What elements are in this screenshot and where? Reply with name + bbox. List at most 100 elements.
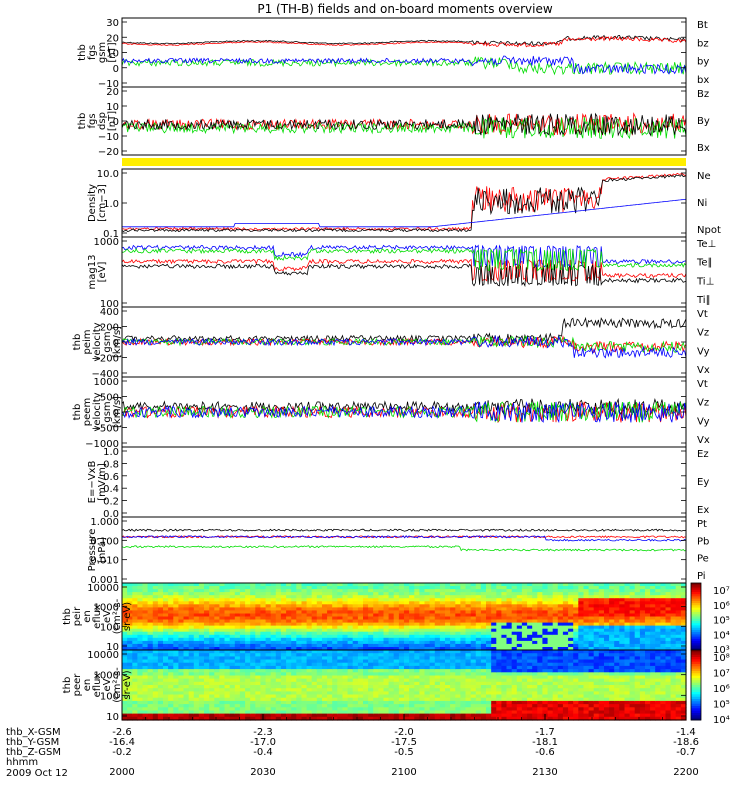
spectrogram-cell (655, 694, 661, 699)
spectrogram-cell (568, 607, 574, 611)
spectrogram-cell (629, 589, 636, 593)
spectrogram-cell (496, 662, 502, 667)
spectrogram-cell (229, 675, 236, 680)
spectrogram-cell (209, 586, 215, 590)
spectrogram-cell (132, 675, 138, 680)
spectrogram-cell (245, 688, 251, 692)
spectrogram-cell (301, 598, 308, 602)
spectrogram-cell (532, 640, 538, 645)
spectrogram-cell (178, 681, 185, 686)
spectrogram-cell (291, 589, 297, 593)
spectrogram-cell (127, 672, 133, 677)
spectrogram-cell (480, 631, 487, 636)
spectrogram-cell (342, 622, 349, 627)
spectrogram-cell (275, 607, 282, 611)
spectrogram-cell (511, 691, 518, 696)
spectrogram-cell (316, 604, 323, 608)
spectrogram-cell (204, 704, 210, 708)
spectrogram-cell (198, 610, 205, 614)
spectrogram-cell (270, 697, 277, 702)
spectrogram-cell (619, 707, 625, 712)
spectrogram-cell (491, 681, 497, 686)
spectrogram-cell (178, 653, 185, 657)
spectrogram-cell (583, 647, 590, 651)
spectrogram-cell (239, 604, 246, 608)
spectrogram-cell (157, 691, 164, 696)
spectrogram-cell (352, 607, 359, 611)
spectrogram-cell (270, 622, 277, 627)
spectrogram-cell (224, 656, 231, 661)
spectrogram-cell (188, 598, 195, 602)
spectrogram-cell (527, 713, 533, 718)
spectrogram-cell (588, 697, 595, 702)
spectrogram-cell (234, 619, 241, 624)
spectrogram-cell (670, 637, 677, 642)
spectrogram-cell (624, 647, 631, 651)
spectrogram-cell (486, 628, 492, 633)
spectrogram-cell (209, 713, 215, 718)
spectrogram-cell (347, 634, 354, 639)
spectrogram-cell (424, 637, 431, 642)
spectrogram-cell (398, 619, 405, 624)
spectrogram-cell (557, 586, 564, 590)
spectrogram-cell (419, 694, 426, 699)
spectrogram-cell (152, 688, 159, 692)
spectrogram-cell (609, 688, 615, 692)
spectrogram-cell (342, 628, 349, 633)
spectrogram-cell (296, 631, 302, 636)
spectrogram-cell (645, 707, 651, 712)
series-line-Vy (121, 335, 687, 353)
spectrogram-cell (368, 650, 374, 654)
spectrogram-cell (173, 713, 179, 718)
colorbar-segment (691, 598, 701, 602)
spectrogram-cell (132, 681, 138, 686)
spectrogram-cell (219, 662, 226, 667)
spectrogram-cell (527, 598, 533, 602)
spectrogram-cell (193, 647, 200, 651)
spectrogram-cell (404, 604, 410, 608)
spectrogram-cell (378, 697, 385, 702)
spectrogram-cell (337, 681, 343, 686)
spectrogram-cell (634, 625, 641, 630)
spectrogram-cell (122, 628, 128, 633)
spectrogram-cell (557, 595, 564, 599)
spectrogram-cell (511, 713, 518, 718)
spectrogram-cell (496, 640, 502, 645)
spectrogram-cell (609, 625, 615, 630)
spectrogram-cell (301, 665, 308, 670)
spectrogram-cell (322, 643, 328, 648)
spectrogram-cell (265, 622, 272, 627)
spectrogram-cell (296, 607, 302, 611)
spectrogram-cell (327, 662, 333, 667)
spectrogram-cell (409, 637, 415, 642)
spectrogram-cell (450, 669, 456, 673)
spectrogram-cell (214, 659, 220, 664)
spectrogram-cell (265, 653, 272, 657)
spectrogram-cell (122, 678, 128, 683)
spectrogram-cell (593, 613, 600, 618)
spectrogram-cell (368, 616, 374, 621)
spectrogram-cell (316, 616, 323, 621)
spectrogram-cell (624, 694, 631, 699)
spectrogram-cell (357, 601, 364, 605)
spectrogram-cell (255, 589, 261, 593)
spectrogram-cell (173, 601, 179, 605)
series-line-Vt (121, 397, 687, 416)
spectrogram-cell (660, 643, 667, 648)
spectrogram-cell (332, 607, 338, 611)
spectrogram-cell (388, 653, 395, 657)
spectrogram-cell (537, 586, 543, 590)
spectrogram-cell (373, 631, 379, 636)
spectrogram-cell (409, 647, 415, 651)
spectrogram-cell (475, 704, 482, 708)
spectrogram-cell (183, 704, 190, 708)
spectrogram-cell (301, 691, 308, 696)
spectrogram-cell (173, 595, 179, 599)
spectrogram-cell (414, 592, 420, 596)
spectrogram-cell (327, 681, 333, 686)
spectrogram-cell (204, 640, 210, 645)
spectrogram-cell (527, 613, 533, 618)
spectrogram-cell (450, 625, 456, 630)
spectrogram-cell (383, 643, 390, 648)
spectrogram-cell (404, 631, 410, 636)
